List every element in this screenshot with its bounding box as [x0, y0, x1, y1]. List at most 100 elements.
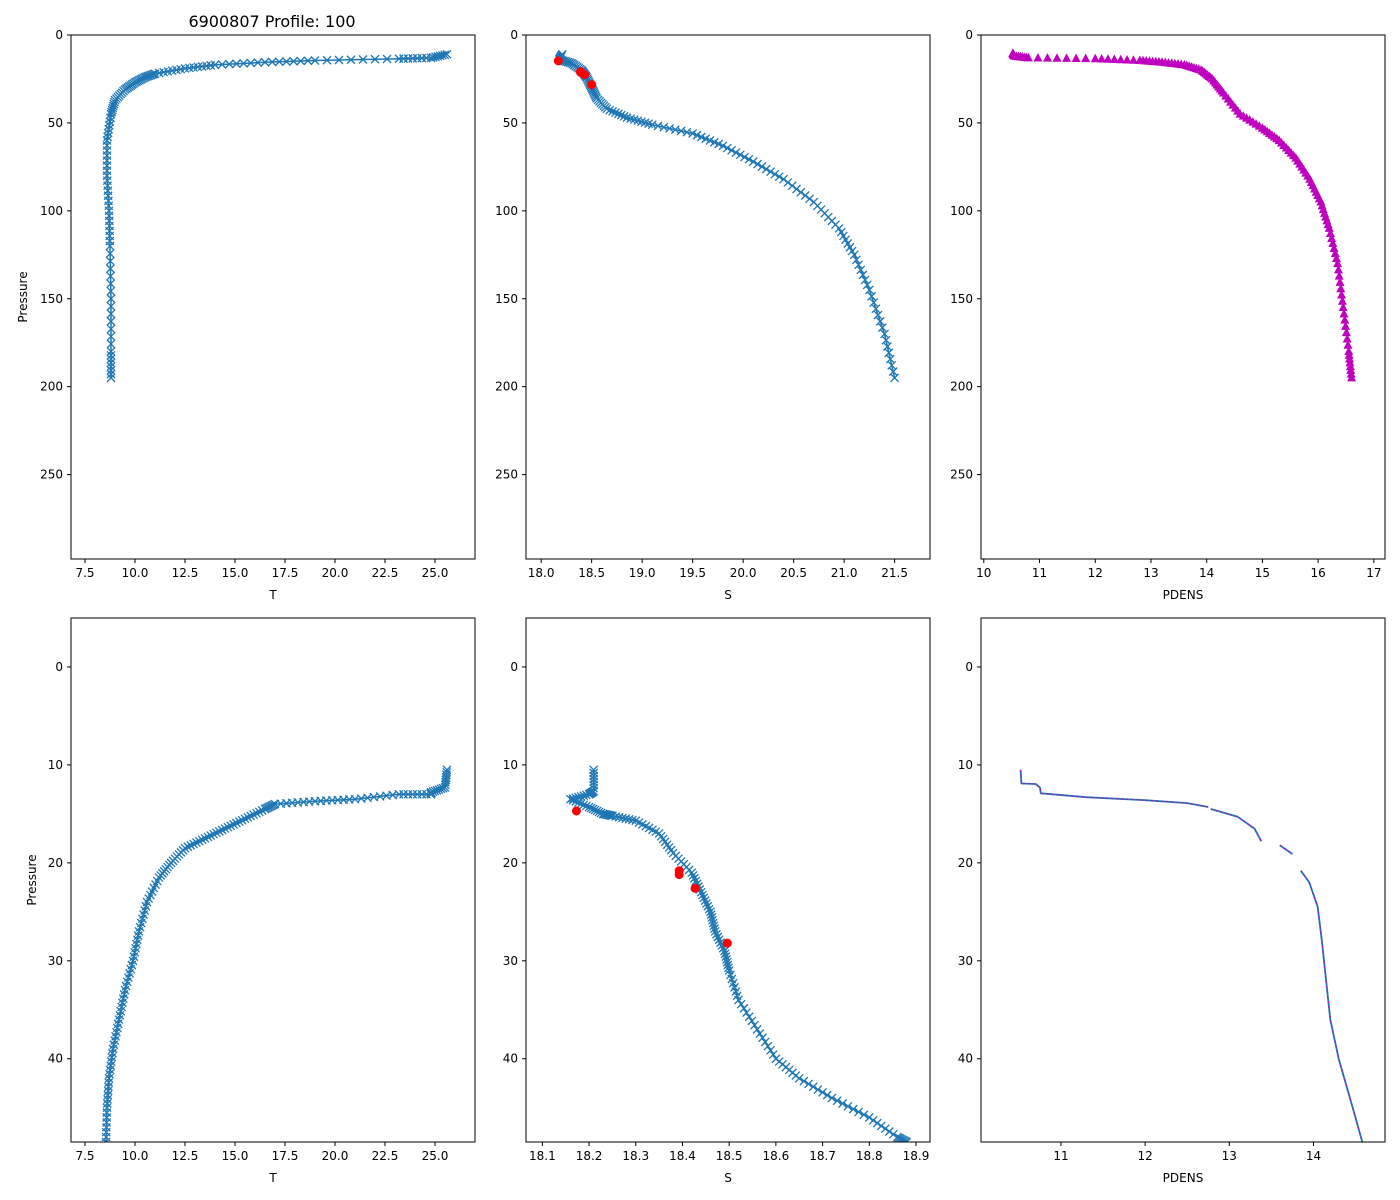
data-point-marker [274, 57, 284, 67]
data-point-marker [239, 58, 249, 68]
flagged-point [674, 870, 684, 880]
x-tick-label: 20.0 [322, 1149, 349, 1163]
data-point-marker [736, 999, 746, 1009]
data-layer [1019, 769, 1364, 1142]
data-point-marker [690, 873, 699, 883]
data-point-marker [838, 1099, 848, 1108]
data-point-marker [708, 918, 718, 928]
data-point-marker [871, 304, 881, 314]
data-point-marker [231, 59, 241, 69]
data-point-marker [800, 191, 810, 200]
y-tick-label: 200 [950, 380, 973, 394]
data-point-marker [744, 1012, 754, 1022]
data-point-marker [382, 54, 392, 64]
x-tick-label: 21.5 [881, 566, 908, 580]
data-point-marker [214, 826, 224, 836]
data-point-marker [710, 924, 719, 934]
data-point-marker [627, 815, 637, 825]
data-point-marker [243, 812, 253, 822]
data-point-marker [1324, 223, 1334, 232]
data-point-marker [237, 815, 247, 825]
data-point-marker [1336, 283, 1346, 293]
data-point-marker [739, 1003, 749, 1013]
data-point-marker [224, 59, 234, 69]
data-point-marker [105, 241, 115, 251]
data-point-marker [106, 347, 116, 356]
data-point-marker [864, 285, 874, 295]
data-point-marker [748, 157, 758, 167]
x-axis-label: T [268, 1171, 277, 1185]
data-point-marker [724, 963, 733, 973]
data-point-marker [101, 1137, 111, 1142]
y-tick-label: 40 [503, 1052, 518, 1066]
data-point-marker [750, 1020, 759, 1030]
data-point-marker [229, 819, 239, 829]
x-tick-label: 22.5 [372, 1149, 399, 1163]
data-point-marker [394, 54, 404, 64]
series-line-overlay [1210, 808, 1262, 842]
x-tick-label: 18.3 [622, 1149, 649, 1163]
data-point-marker [727, 145, 737, 155]
data-point-marker [868, 1115, 878, 1125]
data-point-marker [843, 1101, 853, 1111]
x-tick-label: 12.5 [172, 566, 199, 580]
data-point-marker [251, 808, 261, 818]
data-point-marker [848, 1104, 858, 1114]
data-point-marker [1334, 271, 1344, 280]
data-point-marker [766, 167, 776, 177]
data-point-marker [303, 56, 313, 66]
data-point-marker [106, 365, 116, 375]
data-point-marker [141, 72, 151, 82]
data-point-marker [611, 812, 621, 822]
data-point-marker [257, 805, 267, 815]
data-point-marker [105, 117, 115, 127]
data-point-marker [223, 822, 233, 832]
data-point-marker [691, 876, 701, 886]
data-point-marker [619, 111, 629, 121]
plot-frame [525, 34, 931, 560]
data-point-marker [752, 1024, 762, 1034]
data-point-marker [869, 298, 879, 307]
y-tick-label: 20 [48, 856, 63, 870]
data-point-marker [203, 832, 213, 842]
data-point-marker [740, 152, 750, 162]
data-point-marker [209, 829, 219, 839]
figure-title: 6900807 Profile: 100 [188, 12, 355, 31]
data-point-marker [708, 915, 717, 925]
data-point-marker [1341, 327, 1351, 337]
data-point-marker [872, 1118, 882, 1128]
x-tick-label: 21.0 [831, 566, 858, 580]
data-point-marker [106, 369, 116, 379]
data-point-marker [260, 57, 270, 67]
data-point-marker [1052, 53, 1062, 62]
data-point-marker [744, 154, 754, 164]
x-tick-label: 15.0 [222, 566, 249, 580]
data-point-marker [105, 113, 115, 123]
data-point-marker [859, 1110, 869, 1120]
data-point-marker [1343, 340, 1353, 349]
data-point-marker [211, 828, 221, 838]
data-point-marker [106, 271, 116, 281]
data-point-marker [197, 835, 207, 845]
data-point-marker [1103, 54, 1113, 63]
data-point-marker [1345, 354, 1355, 363]
data-point-marker [608, 106, 618, 116]
y-tick-label: 20 [503, 856, 518, 870]
data-point-marker [1329, 243, 1339, 253]
x-tick-label: 18.1 [529, 1149, 556, 1163]
panel-bottom-right: 11 12 13 14 0 10 20 30 40 PDENS [958, 617, 1386, 1185]
y-tick-label: 50 [958, 116, 973, 130]
data-point-marker [106, 109, 116, 119]
data-point-marker [832, 1096, 842, 1106]
data-point-marker [880, 1124, 890, 1134]
data-point-marker [704, 904, 714, 914]
flagged-point [580, 70, 590, 80]
data-layer [553, 49, 900, 383]
data-point-marker [106, 309, 116, 319]
data-point-marker [827, 1093, 837, 1103]
data-point-marker [1325, 228, 1335, 237]
y-tick-label: 0 [55, 660, 63, 674]
data-point-marker [1346, 365, 1356, 374]
data-point-marker [1333, 264, 1343, 274]
